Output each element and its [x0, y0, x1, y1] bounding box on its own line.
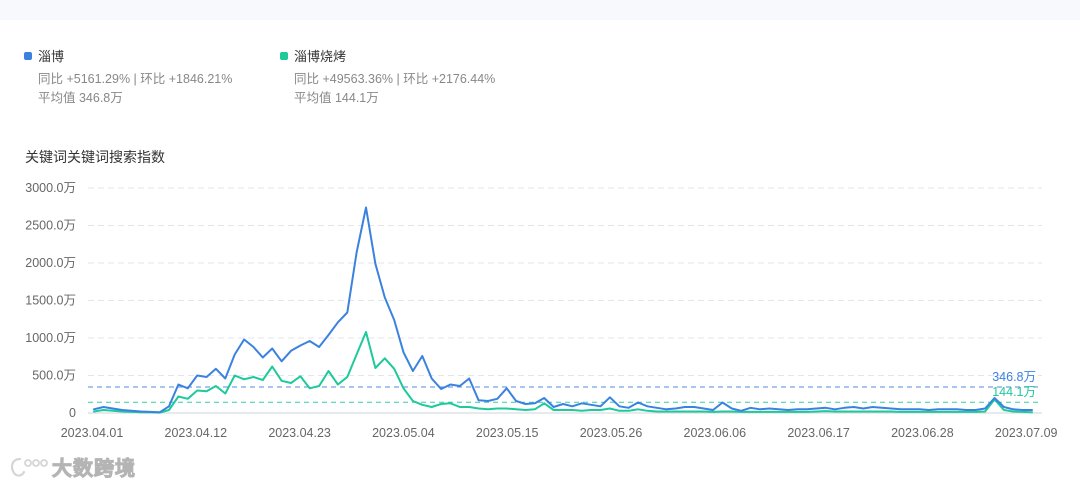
x-tick-label: 2023.05.15 — [476, 426, 539, 440]
series-line — [93, 206, 1033, 414]
watermark-logo-icon — [10, 457, 48, 477]
y-tick-label: 1500.0万 — [25, 294, 76, 308]
x-tick-label: 2023.07.09 — [995, 426, 1058, 440]
watermark-text: 大数跨境 — [52, 458, 136, 481]
legend-yoy-mom-zibo: 同比 +5161.29% | 环比 +1846.21% — [38, 72, 233, 86]
x-tick-label: 2023.04.01 — [61, 426, 124, 440]
legend-average-zibo-bbq: 平均值 144.1万 — [294, 91, 379, 105]
x-tick-label: 2023.05.26 — [580, 426, 643, 440]
watermark: 大数跨境 — [8, 452, 136, 481]
y-tick-label: 0 — [69, 406, 76, 420]
y-tick-label: 2000.0万 — [25, 256, 76, 270]
legend-swatch-zibo — [24, 51, 32, 60]
x-tick-label: 2023.06.28 — [891, 426, 954, 440]
legend-swatch-zibo-bbq — [280, 51, 288, 60]
x-tick-label: 2023.04.12 — [165, 426, 228, 440]
x-tick-label: 2023.06.06 — [684, 426, 747, 440]
average-label: 346.8万 — [992, 370, 1036, 384]
top-band — [0, 0, 1080, 20]
line-chart: 0 500.0万 1000.0万 1500.0万 2000.0万 2500.0万 3000.… — [25, 181, 1058, 440]
y-tick-label: 1000.0万 — [25, 331, 76, 345]
y-tick-label: 500.0万 — [32, 369, 76, 383]
x-tick-label: 2023.06.17 — [787, 426, 850, 440]
legend-average-zibo: 平均值 346.8万 — [38, 91, 123, 105]
legend-item-zibo-bbq[interactable]: 淄博烧烤 同比 +49563.36% | 环比 +2176.44% 平均值 14… — [280, 46, 495, 106]
y-tick-label: 3000.0万 — [25, 181, 76, 195]
legend-yoy-mom-zibo-bbq: 同比 +49563.36% | 环比 +2176.44% — [294, 72, 496, 86]
x-tick-label: 2023.05.04 — [372, 426, 435, 440]
chart-title: 关键词关键词搜索指数 — [25, 149, 165, 165]
legend-label-zibo-bbq: 淄博烧烤 — [294, 49, 347, 64]
legend-item-zibo[interactable]: 淄博 同比 +5161.29% | 环比 +1846.21% 平均值 346.8… — [24, 46, 232, 106]
y-tick-label: 2500.0万 — [25, 219, 76, 233]
legend-label-zibo: 淄博 — [38, 49, 65, 64]
x-tick-label: 2023.04.23 — [268, 426, 331, 440]
series-line — [93, 331, 1033, 414]
average-label: 144.1万 — [992, 385, 1036, 399]
